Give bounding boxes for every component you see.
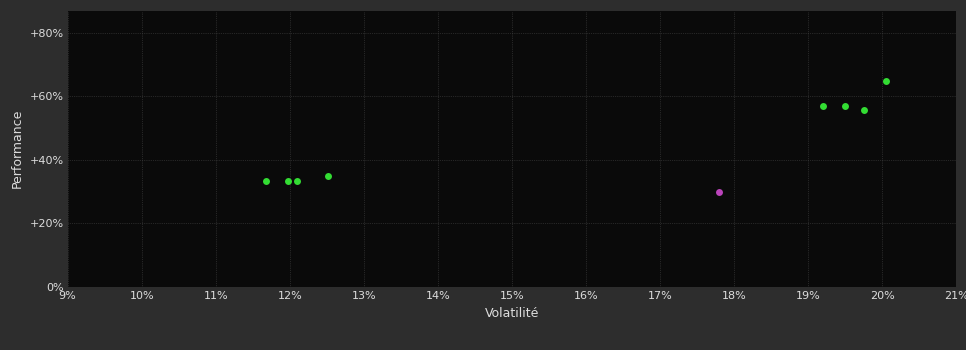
Point (838, 103, 853, 108)
Point (712, 189, 727, 195)
Point (815, 103, 831, 108)
Y-axis label: Performance: Performance (11, 109, 24, 188)
Point (280, 178, 296, 184)
Point (258, 178, 273, 184)
Point (878, 78, 894, 84)
Point (321, 173, 336, 178)
X-axis label: Volatilité: Volatilité (485, 307, 539, 320)
Point (856, 107, 871, 112)
Point (290, 178, 305, 184)
